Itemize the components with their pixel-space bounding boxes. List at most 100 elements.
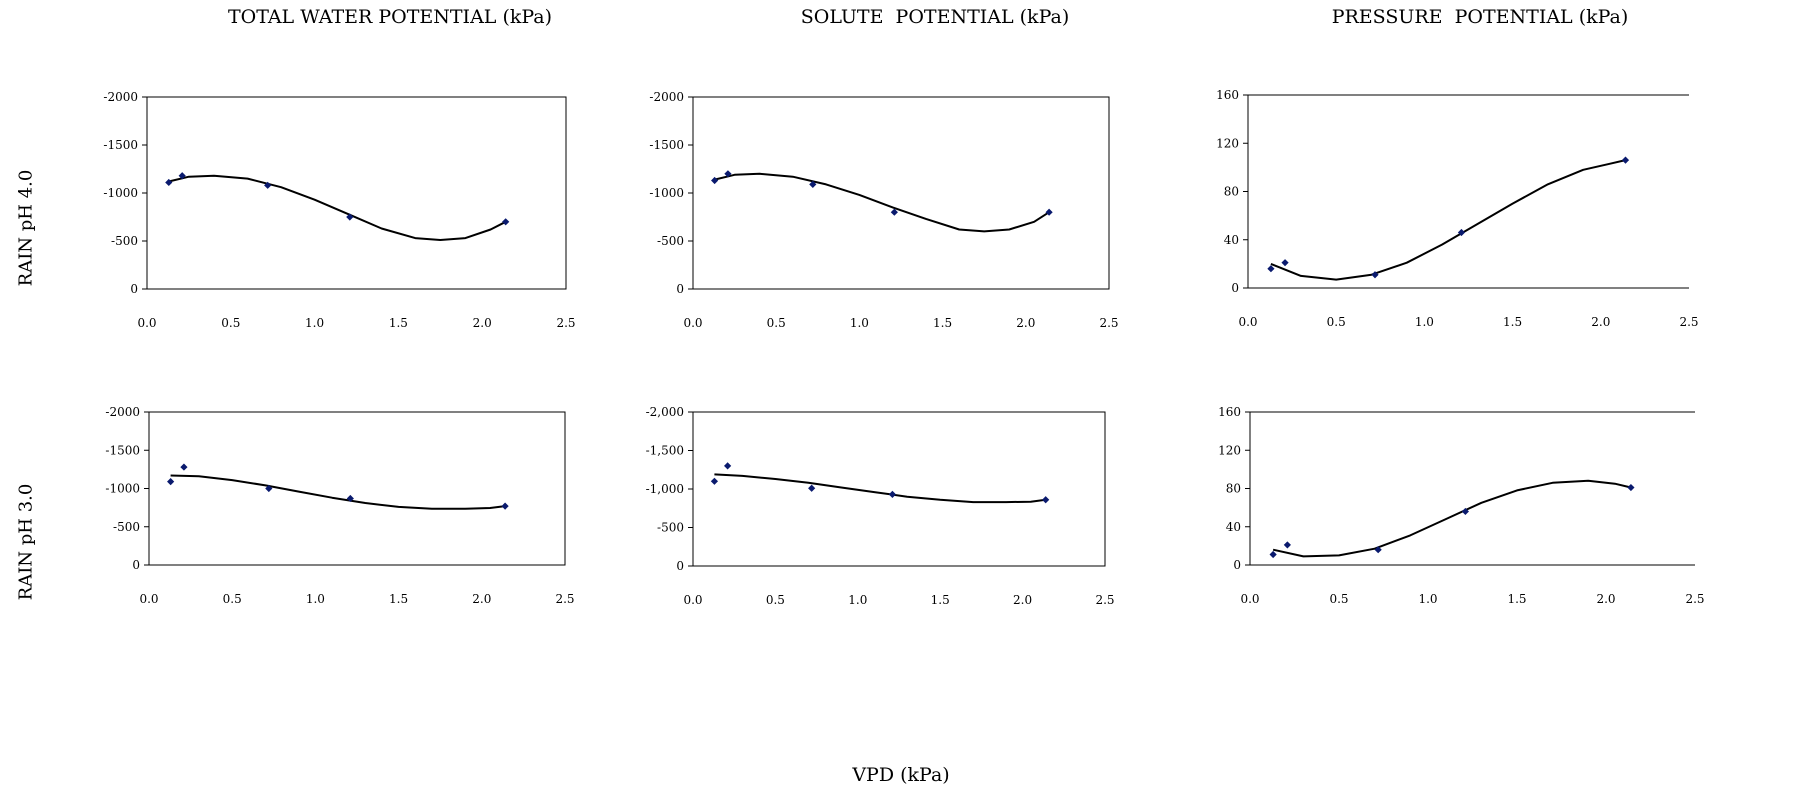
trend-line [168, 174, 507, 241]
y-tick-label: 120 [1216, 136, 1239, 150]
y-tick-label: 0 [1233, 558, 1241, 572]
y-tick-label: 160 [1216, 88, 1239, 102]
y-tick-label: -1500 [103, 138, 138, 152]
chart-ph4-pressure: 0 40 80 120 160 0.0 0.5 1.0 1.5 2.0 2.5 [1216, 88, 1698, 329]
y-tick-label: -1000 [105, 482, 140, 496]
y-tick-label: 40 [1226, 520, 1241, 534]
x-tick-label: 0.5 [1329, 592, 1348, 606]
x-tick-label: 0.0 [139, 592, 158, 606]
x-tick-label: 1.5 [931, 593, 950, 607]
x-tick-label: 0.5 [223, 592, 242, 606]
row-label-ph3: RAIN pH 3.0 [15, 483, 37, 601]
x-tick-label: 2.5 [1099, 316, 1118, 330]
data-point [710, 477, 719, 485]
y-tick-label: -500 [113, 520, 140, 534]
y-tick-label: -1,500 [646, 444, 684, 458]
y-tick-label: -1500 [105, 443, 140, 457]
x-tick-label: 2.0 [1016, 316, 1035, 330]
data-point [890, 208, 898, 216]
row-label-ph4: RAIN pH 4.0 [15, 169, 37, 287]
y-tick-label: -2000 [103, 90, 138, 104]
y-tick-label: 80 [1226, 482, 1241, 496]
data-point [165, 178, 173, 187]
data-point [264, 181, 272, 189]
trend-line [1270, 159, 1626, 281]
data-point [1457, 228, 1466, 237]
y-tick-label: 120 [1218, 443, 1241, 457]
x-tick-label: 2.0 [473, 316, 492, 330]
x-tick-label: 2.0 [1596, 592, 1615, 606]
data-point [501, 502, 509, 510]
trend-line [170, 474, 506, 510]
x-tick-label: 0.0 [1240, 592, 1259, 606]
y-tick-label: -2000 [649, 90, 684, 104]
data-point [1621, 156, 1630, 164]
x-axis-title: VPD (kPa) [852, 764, 950, 786]
y-tick-label: -2,000 [646, 405, 684, 419]
x-tick-label: 2.0 [1013, 593, 1032, 607]
y-tick-label: -1000 [103, 186, 138, 200]
plot-frame [692, 96, 1110, 290]
y-tick-label: -1000 [649, 186, 684, 200]
data-point [502, 218, 510, 226]
x-tick-label: 0.5 [221, 316, 240, 330]
x-tick-label: 0.0 [683, 593, 702, 607]
x-tick-label: 1.5 [389, 316, 408, 330]
x-tick-label: 0.0 [1238, 315, 1257, 329]
data-point [1461, 507, 1469, 516]
y-tick-label: -1500 [649, 138, 684, 152]
data-point [1281, 259, 1289, 267]
y-tick-label: 40 [1224, 233, 1239, 247]
x-tick-label: 1.5 [1507, 592, 1526, 606]
x-tick-label: 0.0 [683, 316, 702, 330]
plot-frame [692, 411, 1106, 567]
plot-frame [146, 96, 567, 290]
data-point [1283, 541, 1291, 549]
x-tick-label: 2.5 [555, 592, 574, 606]
y-tick-label: -2000 [105, 405, 140, 419]
y-tick-label: -1,000 [646, 482, 684, 496]
x-tick-label: 2.5 [1679, 315, 1698, 329]
x-tick-label: 1.5 [1503, 315, 1522, 329]
x-tick-label: 1.0 [306, 592, 325, 606]
x-tick-label: 1.5 [389, 592, 408, 606]
x-tick-label: 0.5 [767, 316, 786, 330]
x-tick-label: 1.0 [1418, 592, 1437, 606]
y-tick-label: -500 [111, 234, 138, 248]
data-point [888, 490, 897, 498]
data-point [1627, 483, 1635, 492]
chart-ph3-pressure: 0 40 80 120 160 0.0 0.5 1.0 1.5 2.0 2.5 [1218, 405, 1704, 606]
chart-ph3-solute: 0 -500 -1,000 -1,500 -2,000 0.0 0.5 1.0 1.5 2.0 2.… [646, 405, 1115, 607]
data-point [167, 478, 175, 486]
column-title-pressure: PRESSURE POTENTIAL (kPa) [1331, 6, 1629, 28]
x-tick-label: 2.0 [472, 592, 491, 606]
data-point [1042, 496, 1050, 504]
x-tick-label: 2.5 [556, 316, 575, 330]
data-point [1267, 265, 1275, 273]
data-point [1374, 546, 1382, 554]
chart-ph3-total-water: 0 -500 -1000 -1500 -2000 0.0 0.5 1.0 1.5 2.0 2.5 [105, 405, 574, 606]
y-tick-label: 0 [676, 559, 684, 573]
y-tick-label: -500 [657, 521, 684, 535]
x-tick-label: 1.0 [848, 593, 867, 607]
y-tick-label: 0 [1231, 281, 1239, 295]
x-tick-label: 1.0 [850, 316, 869, 330]
data-point [1371, 271, 1379, 279]
data-point [1269, 550, 1277, 559]
y-tick-label: 160 [1218, 405, 1241, 419]
data-point [808, 484, 816, 492]
trend-line [714, 172, 1050, 233]
data-point [1045, 208, 1053, 216]
x-tick-label: 2.0 [1591, 315, 1610, 329]
y-tick-label: -500 [657, 234, 684, 248]
x-tick-label: 1.5 [933, 316, 952, 330]
x-tick-label: 1.0 [1415, 315, 1434, 329]
column-title-solute: SOLUTE POTENTIAL (kPa) [800, 6, 1070, 28]
data-point [265, 484, 273, 493]
y-tick-label: 80 [1224, 185, 1239, 199]
trend-line [1272, 479, 1632, 558]
chart-ph4-total-water: 0 -500 -1000 -1500 -2000 0.0 0.5 1.0 1.5 2.0 2.5 [103, 90, 575, 330]
x-tick-label: 2.5 [1685, 592, 1704, 606]
column-title-total-water: TOTAL WATER POTENTIAL (kPa) [227, 6, 553, 28]
chart-ph4-solute: 0 -500 -1000 -1500 -2000 0.0 0.5 1.0 1.5 2.0 2.5 [649, 90, 1118, 330]
